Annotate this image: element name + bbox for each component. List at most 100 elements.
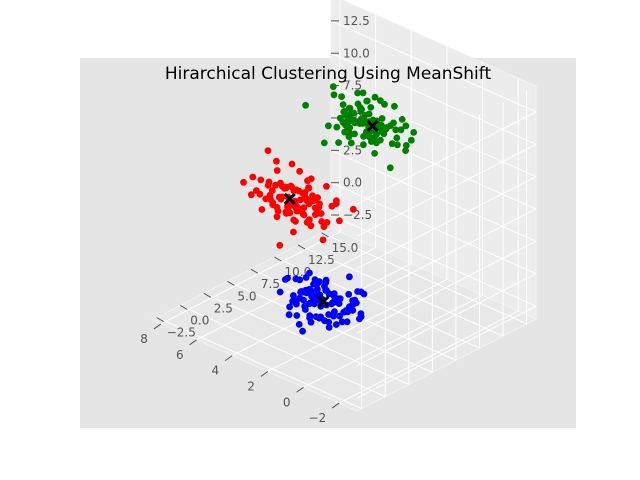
data-point	[354, 100, 362, 108]
tick-mark	[296, 386, 304, 393]
data-point	[386, 164, 394, 172]
data-point	[338, 93, 345, 100]
data-point	[320, 139, 328, 147]
data-point	[349, 297, 356, 304]
data-point	[282, 209, 290, 217]
data-point	[247, 191, 255, 199]
data-point	[285, 311, 293, 319]
data-point	[253, 187, 260, 195]
grid-line	[297, 244, 504, 337]
data-point	[397, 126, 405, 134]
data-point	[312, 210, 320, 218]
data-point	[312, 313, 320, 320]
data-point	[290, 216, 298, 224]
chart-title: Hirarchical Clustering Using MeanShift	[165, 64, 492, 84]
data-point	[306, 312, 314, 319]
tick-mark	[203, 292, 212, 298]
y-tick-label: 7.5	[261, 277, 280, 291]
data-point	[339, 101, 347, 108]
grid-line	[180, 305, 386, 397]
tick-mark	[331, 402, 340, 409]
z-tick-label: 12.5	[343, 14, 370, 28]
data-point	[292, 275, 300, 283]
data-point	[325, 122, 332, 130]
data-point	[360, 133, 367, 140]
data-point	[273, 157, 280, 165]
data-point	[363, 97, 371, 105]
data-point	[240, 178, 247, 186]
data-point	[295, 321, 303, 328]
tick-mark	[156, 317, 164, 323]
data-point	[309, 192, 316, 200]
data-point	[325, 311, 332, 318]
data-point	[360, 141, 367, 149]
data-point	[319, 236, 327, 244]
tick-mark	[321, 232, 329, 238]
data-point	[275, 193, 283, 201]
grid-line	[160, 231, 341, 325]
data-point	[367, 104, 375, 111]
data-point	[398, 116, 406, 123]
data-point	[272, 181, 279, 189]
data-point	[336, 217, 343, 225]
grid-line	[356, 240, 537, 334]
data-point	[328, 202, 336, 210]
grid-line	[356, 143, 537, 237]
x-tick-label: −2	[308, 411, 326, 425]
data-point	[262, 195, 270, 203]
data-point	[337, 114, 344, 122]
y-tick-label: −2.5	[167, 326, 196, 340]
data-point	[299, 327, 306, 335]
data-point	[257, 176, 265, 184]
data-point	[318, 218, 326, 225]
tick-mark	[153, 323, 162, 330]
data-point	[371, 150, 378, 157]
data-point	[402, 147, 409, 155]
data-point	[354, 89, 361, 97]
data-point	[332, 321, 340, 328]
grid-line	[356, 176, 537, 270]
data-point	[301, 303, 308, 310]
data-point	[410, 129, 418, 136]
y-tick-label: 5.0	[237, 289, 256, 303]
data-point	[340, 108, 348, 116]
data-point	[304, 177, 311, 185]
data-point	[356, 315, 363, 323]
data-point	[302, 101, 309, 109]
data-point	[392, 126, 400, 134]
data-point	[296, 167, 303, 175]
data-point	[323, 183, 330, 190]
cluster-center-mark	[283, 192, 296, 205]
data-point	[276, 241, 284, 249]
data-point	[407, 136, 415, 144]
data-point	[322, 286, 329, 294]
data-point	[378, 115, 386, 122]
grid-line	[203, 292, 410, 385]
grid-line	[321, 232, 527, 325]
x-tick-label: 8	[140, 332, 148, 346]
data-point	[371, 93, 379, 101]
data-point	[345, 133, 353, 141]
x-tick-label: 0	[283, 395, 291, 409]
data-point	[402, 122, 410, 130]
data-point	[328, 300, 335, 308]
data-point	[311, 204, 319, 212]
data-point	[347, 139, 355, 147]
data-point	[314, 285, 321, 293]
data-point	[341, 128, 349, 136]
data-point	[302, 274, 310, 281]
data-point	[297, 288, 305, 295]
data-point	[290, 292, 297, 299]
data-point	[286, 303, 293, 311]
tick-mark	[250, 268, 259, 274]
data-point	[333, 123, 341, 131]
z-tick-label: 2.5	[343, 143, 362, 157]
cluster-centers	[283, 119, 379, 308]
grid-line	[303, 294, 483, 388]
data-point	[349, 205, 357, 213]
tick-mark	[189, 339, 197, 346]
data-point	[288, 160, 296, 168]
y-tick-label: 0.0	[190, 314, 209, 328]
data-point	[336, 312, 343, 320]
